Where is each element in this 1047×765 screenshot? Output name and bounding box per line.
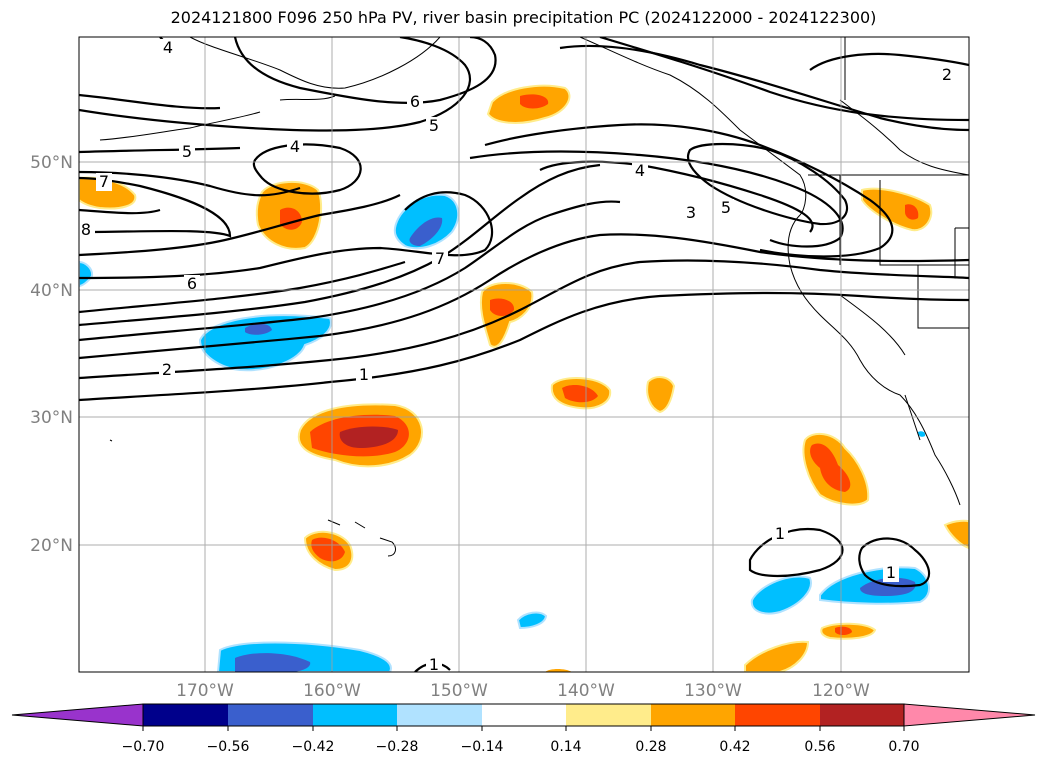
lon-label: 120°W [812, 681, 870, 701]
shade-pos [490, 298, 515, 316]
gridlines [79, 37, 969, 672]
shade-pos [835, 626, 852, 635]
coastlines [99, 37, 969, 557]
shade-pos [545, 669, 572, 672]
colorbar-tick-label: 0.42 [719, 739, 750, 755]
colorbar-tick-label: −0.70 [122, 739, 165, 755]
lon-label: 130°W [684, 681, 742, 701]
colorbar-tick-label: −0.56 [207, 739, 250, 755]
shade-neg [918, 431, 926, 437]
colorbar-bin [735, 704, 820, 726]
contour-label: 2 [162, 360, 172, 379]
shade-pos [810, 443, 851, 492]
lat-label: 50°N [30, 153, 73, 173]
shade-pos [520, 94, 549, 109]
contour-label: 4 [290, 137, 300, 156]
colorbar-tick-label: −0.28 [376, 739, 419, 755]
contour-label: 1 [359, 365, 369, 384]
contour-label: 8 [81, 220, 91, 239]
colorbar-bin [651, 704, 735, 726]
colorbar-tick-label: 0.70 [888, 739, 919, 755]
colorbar-extend-low [11, 703, 144, 727]
colorbar: −0.70 −0.56 −0.42 −0.28 −0.14 0.14 0.28 … [11, 703, 1036, 755]
lat-label: 20°N [30, 536, 73, 556]
shade-neg [235, 653, 311, 672]
shade-pos [646, 376, 676, 414]
shade-pos [339, 426, 398, 448]
lon-label: 140°W [557, 681, 615, 701]
contour-label: 7 [99, 172, 109, 191]
shade-pos [943, 519, 969, 550]
lat-label: 30°N [30, 408, 73, 428]
shade-pos [311, 537, 345, 562]
contour-label: 1 [886, 563, 896, 582]
contour-label: 7 [435, 249, 445, 268]
colorbar-tick-label: −0.42 [292, 739, 335, 755]
shade-neg [750, 575, 812, 615]
colorbar-bin [397, 704, 482, 726]
contour-label: 6 [410, 92, 420, 111]
map-frame [78, 36, 970, 673]
colorbar-bin [143, 704, 228, 726]
colorbar-bin [313, 704, 397, 726]
contour-label: 4 [635, 161, 645, 180]
map-area: 4 5 4 6 5 4 3 5 7 7 6 2 1 8 [79, 37, 969, 674]
contour-labels: 4 5 4 6 5 4 3 5 7 7 6 2 1 8 [79, 38, 955, 674]
shade-pos [562, 384, 598, 403]
shade-neg [79, 260, 94, 288]
shade-neg [245, 323, 272, 335]
lon-label: 160°W [303, 681, 361, 701]
colorbar-bin [228, 704, 313, 726]
contour-label: 1 [775, 524, 785, 543]
shade-pos [905, 204, 919, 220]
lon-label: 170°W [176, 681, 234, 701]
shade-neg [516, 611, 548, 630]
contour-label: 5 [721, 198, 731, 217]
contour-label: 4 [163, 38, 173, 57]
map-title: 2024121800 F096 250 hPa PV, river basin … [170, 8, 877, 27]
lon-label: 150°W [430, 681, 488, 701]
shade-pos [744, 640, 810, 672]
colorbar-bin [566, 704, 651, 726]
colorbar-tick-label: 0.56 [804, 739, 835, 755]
shade-neg [409, 217, 443, 246]
contour-label: 6 [187, 274, 197, 293]
lat-label: 40°N [30, 281, 73, 301]
latitude-labels: 50°N 40°N 30°N 20°N [30, 153, 73, 556]
contour-label: 5 [429, 116, 439, 135]
contour-label: 2 [942, 65, 952, 84]
colorbar-tick-label: 0.28 [635, 739, 666, 755]
contour-label: 1 [429, 655, 439, 674]
shaded-positive-areas [79, 84, 969, 672]
colorbar-tick-label: −0.14 [461, 739, 504, 755]
shade-pos [861, 187, 933, 232]
colorbar-tick-label: 0.14 [550, 739, 581, 755]
colorbar-bin [482, 704, 566, 726]
contour-label: 3 [686, 203, 696, 222]
colorbar-bin [820, 704, 904, 726]
longitude-labels: 170°W 160°W 150°W 140°W 130°W 120°W [176, 681, 870, 701]
colorbar-extend-high [903, 703, 1036, 727]
contour-label: 5 [182, 142, 192, 161]
